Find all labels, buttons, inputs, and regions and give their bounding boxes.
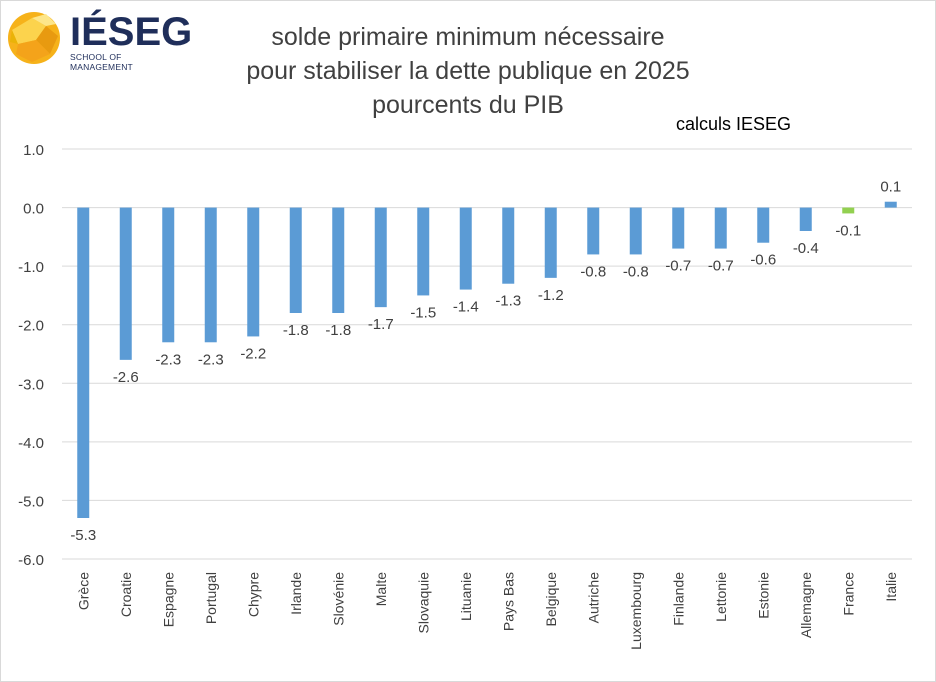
data-label: -2.3 <box>155 351 181 368</box>
bar <box>842 207 855 214</box>
data-label: -2.6 <box>113 369 139 386</box>
data-label: -1.2 <box>538 287 564 304</box>
category-label: Slovaquie <box>415 572 431 634</box>
data-label: -0.8 <box>623 263 649 280</box>
data-label: -0.4 <box>793 240 819 257</box>
category-label: Autriche <box>585 572 601 624</box>
data-label: -1.7 <box>368 316 394 333</box>
bar <box>714 207 727 249</box>
category-label: Lettonie <box>713 572 729 622</box>
y-tick-label: 0.0 <box>23 201 44 218</box>
data-label: -5.3 <box>70 527 96 544</box>
ieseg-globe-icon <box>8 12 60 64</box>
y-tick-label: -1.0 <box>18 259 44 276</box>
category-label: Lituanie <box>458 572 474 621</box>
y-tick-label: -6.0 <box>18 552 44 569</box>
bar <box>757 207 770 243</box>
bar <box>204 207 217 343</box>
category-label: Finlande <box>670 572 686 626</box>
category-label: Belgique <box>543 572 559 627</box>
data-label: -1.8 <box>283 322 309 339</box>
data-label: -2.2 <box>240 345 266 362</box>
data-label: -1.4 <box>453 299 479 316</box>
source-note: calculs IESEG <box>676 114 792 134</box>
data-label: -1.8 <box>325 322 351 339</box>
bar <box>799 207 812 231</box>
bar <box>289 207 302 313</box>
category-label: Malte <box>373 572 389 606</box>
bar <box>629 207 642 255</box>
data-label: -0.8 <box>580 263 606 280</box>
bar <box>77 207 90 519</box>
category-label: Italie <box>883 572 899 602</box>
data-label: -2.3 <box>198 351 224 368</box>
bar <box>587 207 600 255</box>
category-label: Croatie <box>118 572 134 617</box>
ieseg-logo: IÉSEG SCHOOL OF MANAGEMENT <box>6 8 192 72</box>
bar <box>672 207 685 249</box>
chart-title: solde primaire minimum nécessaire pour s… <box>200 20 736 122</box>
data-label: -0.1 <box>835 222 861 239</box>
category-label: Estonie <box>755 572 771 619</box>
data-label: -0.7 <box>708 258 734 275</box>
data-label: 0.1 <box>880 179 901 196</box>
y-tick-label: -5.0 <box>18 493 44 510</box>
y-tick-label: -2.0 <box>18 318 44 335</box>
data-label: -0.6 <box>750 252 776 269</box>
category-label: Grèce <box>75 572 91 610</box>
bar <box>417 207 430 296</box>
data-label: -0.7 <box>665 258 691 275</box>
title-line-2: pour stabiliser la dette publique en 202… <box>246 57 690 85</box>
logo-tagline: SCHOOL OF MANAGEMENT <box>70 52 133 72</box>
category-label: Portugal <box>203 572 219 624</box>
y-tick-label: -3.0 <box>18 376 44 393</box>
bar <box>884 201 897 208</box>
category-label: Irlande <box>288 572 304 615</box>
y-tick-label: 1.0 <box>23 142 44 159</box>
bar <box>374 207 387 308</box>
bar <box>544 207 557 278</box>
category-label: Slovénie <box>330 572 346 626</box>
data-label: -1.3 <box>495 293 521 310</box>
title-line-3: pourcents du PIB <box>372 91 564 119</box>
category-label: France <box>840 572 856 616</box>
data-label: -1.5 <box>410 304 436 321</box>
category-label: Espagne <box>160 572 176 627</box>
category-label: Allemagne <box>798 572 814 638</box>
logo-brand: IÉSEG <box>70 10 193 54</box>
title-line-1: solde primaire minimum nécessaire <box>271 23 665 51</box>
bar <box>162 207 175 343</box>
bar <box>247 207 260 337</box>
category-label: Pays Bas <box>500 572 516 631</box>
bar <box>502 207 515 284</box>
bar <box>459 207 472 290</box>
category-label: Chypre <box>245 572 261 617</box>
bar <box>119 207 132 360</box>
y-tick-label: -4.0 <box>18 435 44 452</box>
bar <box>332 207 345 313</box>
category-label: Luxembourg <box>628 572 644 650</box>
